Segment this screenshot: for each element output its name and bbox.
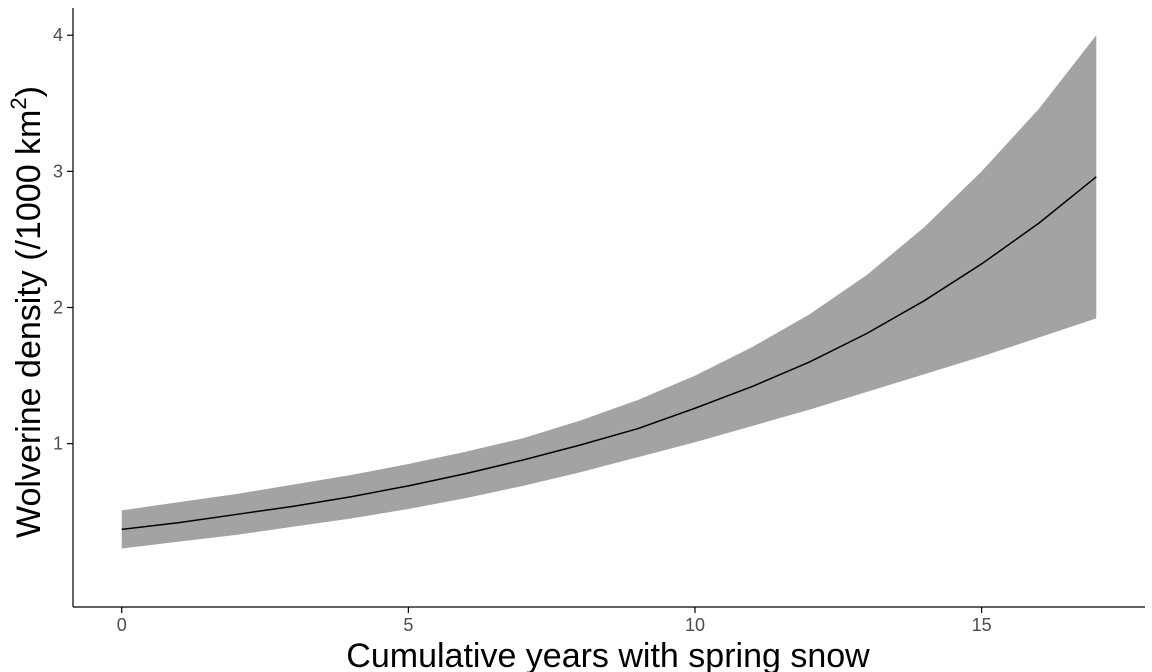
y-axis-title-superscript: 2 [6, 97, 31, 109]
y-tick-label: 4 [53, 25, 63, 45]
y-axis-title-close: ) [10, 86, 48, 97]
x-tick-label: 0 [117, 615, 127, 635]
x-axis-title: Cumulative years with spring snow [346, 637, 870, 672]
y-axis-title: Wolverine density (/1000 km2) [6, 86, 48, 538]
confidence-ribbon-layer [121, 35, 1097, 549]
ticks: 0 5 10 15 1 2 3 4 [53, 25, 992, 635]
y-tick-label: 1 [53, 434, 63, 454]
y-axis-title-main: Wolverine density (/1000 km [10, 110, 48, 538]
x-tick-label: 5 [403, 615, 413, 635]
y-tick-label: 3 [53, 161, 63, 181]
x-tick-label: 15 [972, 615, 992, 635]
fitted-line [121, 176, 1097, 531]
y-tick-label: 2 [53, 298, 63, 318]
fitted-line-layer [121, 176, 1097, 531]
x-tick-label: 10 [685, 615, 705, 635]
confidence-ribbon [121, 35, 1097, 549]
